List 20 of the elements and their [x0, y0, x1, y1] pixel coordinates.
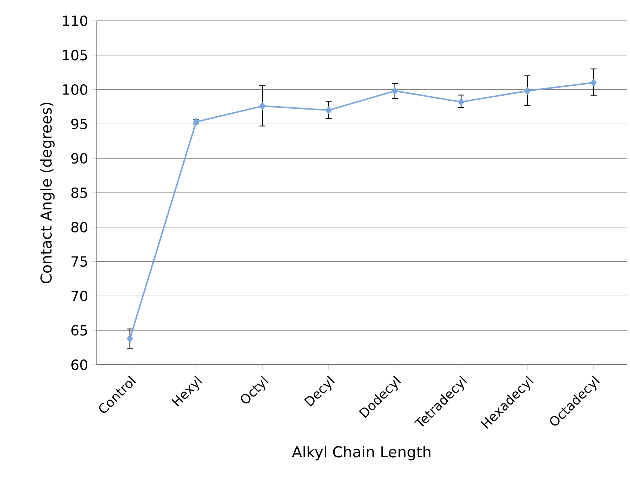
y-tick-label: 60: [72, 360, 88, 370]
y-tick-label: 95: [72, 118, 88, 130]
point: [524, 87, 531, 95]
point: [326, 106, 332, 114]
y-tick-label: 105: [63, 50, 88, 61]
point: [392, 87, 398, 95]
point: [260, 102, 266, 110]
y-tick-label: 80: [72, 222, 88, 233]
y-tick-label: 100: [63, 84, 88, 96]
y-tick-label: 65: [72, 325, 88, 336]
y-tick-label: 75: [72, 256, 88, 267]
point: [590, 79, 597, 87]
y-tick-label: 110: [63, 16, 88, 26]
y-tick-label: 85: [72, 188, 88, 198]
point: [458, 98, 464, 106]
y-axis-title: Contact Angle (degrees): [40, 102, 55, 284]
x-axis-title: Alkyl Chain Length: [292, 446, 431, 461]
point: [127, 335, 134, 343]
y-tick-label: 90: [72, 153, 88, 164]
y-tick-label: 70: [72, 290, 88, 302]
